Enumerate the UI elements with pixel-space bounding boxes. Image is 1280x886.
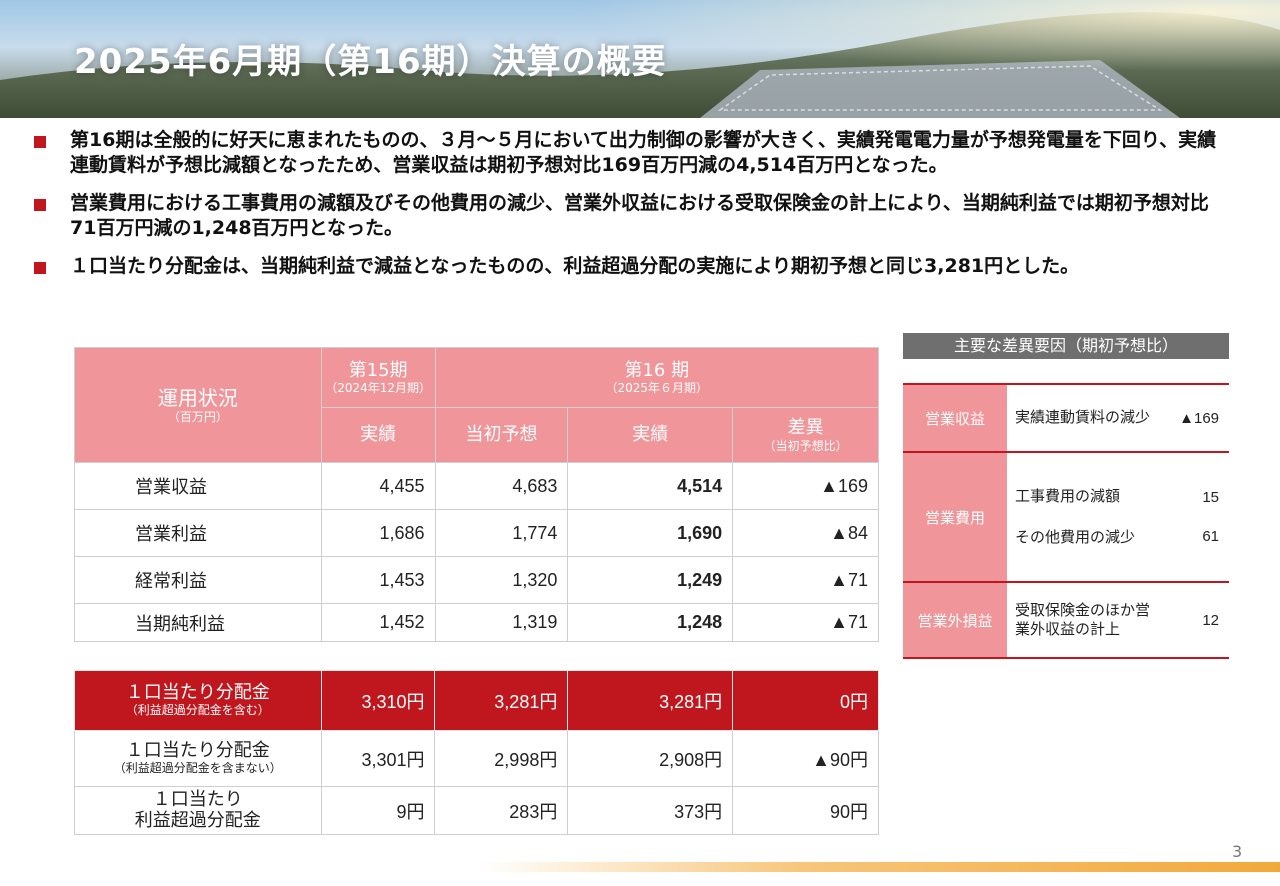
bullet-square-icon <box>34 136 46 148</box>
row-label: 営業利益 <box>74 509 322 557</box>
cell-forecast: 1,319 <box>434 603 569 642</box>
cell-diff: ▲90円 <box>732 730 879 787</box>
footer-accent-line <box>480 862 1280 872</box>
bullet-text: １口当たり分配金は、当期純利益で減益となったものの、利益超過分配の実施により期初… <box>70 255 1080 277</box>
variance-label: 営業外損益 <box>903 581 1007 659</box>
table-row: １口当たり 利益超過分配金 9円 283円 373円 90円 <box>74 786 879 835</box>
cell-actual: 2,908円 <box>567 730 734 787</box>
page-title: 2025年6月期（第16期）決算の概要 <box>74 42 667 82</box>
variance-label: 営業収益 <box>903 383 1007 453</box>
cell-diff: ▲71 <box>732 603 879 642</box>
header-banner: 2025年6月期（第16期）決算の概要 <box>0 0 1280 118</box>
variance-row: 営業費用 工事費用の減額 その他費用の減少 15 61 <box>903 451 1229 583</box>
table-row: １口当たり分配金 （利益超過分配金を含まない） 3,301円 2,998円 2,9… <box>74 730 879 787</box>
bullet-text: 営業費用における工事費用の減額及びその他費用の減少、営業外収益における受取保険金… <box>70 192 1209 239</box>
header-period-16: 第16 期（2025年６月期） <box>434 347 880 408</box>
cell-forecast: 4,683 <box>434 462 569 510</box>
variance-item: 受取保険金のほか営業外収益の計上 <box>1007 581 1156 659</box>
cell-p15: 1,453 <box>320 556 436 604</box>
header-forecast: 当初予想 <box>434 407 569 463</box>
bullet-square-icon <box>34 199 46 211</box>
cell-p15: 9円 <box>320 786 436 835</box>
cell-diff: 0円 <box>732 670 879 731</box>
cell-forecast: 2,998円 <box>434 730 569 787</box>
cell-actual: 3,281円 <box>567 670 734 731</box>
header-difference: 差異 （当初予想比） <box>732 407 879 463</box>
cell-actual: 373円 <box>567 786 734 835</box>
solar-farm-landscape-image <box>0 0 1280 118</box>
variance-value: 15 <box>1202 489 1219 506</box>
variance-label: 営業費用 <box>903 451 1007 583</box>
cell-diff: ▲84 <box>732 509 879 557</box>
variance-factors-header: 主要な差異要因（期初予想比） <box>903 333 1229 359</box>
cell-p15: 3,301円 <box>320 730 436 787</box>
variance-item: 実績連動賃料の減少 <box>1007 383 1156 453</box>
bullet-item: 第16期は全般的に好天に恵まれたものの、３月～５月において出力制御の影響が大きく… <box>34 128 1234 178</box>
cell-p15: 4,455 <box>320 462 436 510</box>
cell-p15: 1,686 <box>320 509 436 557</box>
cell-diff: ▲169 <box>732 462 879 510</box>
cell-actual: 1,248 <box>567 603 734 642</box>
bullet-text: 第16期は全般的に好天に恵まれたものの、３月～５月において出力制御の影響が大きく… <box>70 129 1217 176</box>
row-label: １口当たり 利益超過分配金 <box>74 786 322 835</box>
cell-diff: 90円 <box>732 786 879 835</box>
variance-values: 15 61 <box>1156 451 1229 583</box>
page-number: 3 <box>1232 842 1243 861</box>
variance-factors-table: 営業収益 実績連動賃料の減少 ▲169 営業費用 工事費用の減額 その他費用の減… <box>903 383 1229 659</box>
variance-items: 工事費用の減額 その他費用の減少 <box>1007 451 1156 583</box>
variance-value: 61 <box>1202 528 1219 545</box>
cell-actual: 4,514 <box>567 462 734 510</box>
variance-item: 工事費用の減額 <box>1015 486 1121 505</box>
distribution-table: １口当たり分配金 （利益超過分配金を含む） 3,310円 3,281円 3,281… <box>74 670 879 835</box>
bullet-square-icon <box>34 262 46 274</box>
row-label: １口当たり分配金 （利益超過分配金を含まない） <box>74 730 322 787</box>
cell-p15: 3,310円 <box>320 670 436 731</box>
cell-forecast: 1,774 <box>434 509 569 557</box>
variance-item: その他費用の減少 <box>1015 528 1136 546</box>
cell-actual: 1,690 <box>567 509 734 557</box>
header-operating-status: 運用状況 （百万円） <box>74 347 322 463</box>
header-actual-15: 実績 <box>320 407 436 463</box>
variance-row: 営業収益 実績連動賃料の減少 ▲169 <box>903 383 1229 453</box>
cell-diff: ▲71 <box>732 556 879 604</box>
variance-value: 12 <box>1156 581 1229 659</box>
header-actual-16: 実績 <box>567 407 734 463</box>
row-label: 当期純利益 <box>74 603 322 642</box>
row-label: 営業収益 <box>74 462 322 510</box>
header-period-15: 第15期 （2024年12月期） <box>320 347 436 408</box>
cell-p15: 1,452 <box>320 603 436 642</box>
row-label: １口当たり分配金 （利益超過分配金を含む） <box>74 670 322 731</box>
summary-bullets: 第16期は全般的に好天に恵まれたものの、３月～５月において出力制御の影響が大きく… <box>34 128 1234 292</box>
results-table: 運用状況 （百万円） 第15期 （2024年12月期） 第16 期（2025年６月… <box>74 347 880 642</box>
variance-row: 営業外損益 受取保険金のほか営業外収益の計上 12 <box>903 581 1229 659</box>
cell-forecast: 3,281円 <box>434 670 569 731</box>
table-row: 当期純利益 1,452 1,319 1,248 ▲71 <box>74 603 879 642</box>
cell-forecast: 283円 <box>434 786 569 835</box>
table-row: 営業利益 1,686 1,774 1,690 ▲84 <box>74 509 879 557</box>
variance-value: ▲169 <box>1156 383 1229 453</box>
bullet-item: １口当たり分配金は、当期純利益で減益となったものの、利益超過分配の実施により期初… <box>34 254 1234 279</box>
cell-forecast: 1,320 <box>434 556 569 604</box>
table-row: 営業収益 4,455 4,683 4,514 ▲169 <box>74 462 879 510</box>
table-row: 経常利益 1,453 1,320 1,249 ▲71 <box>74 556 879 604</box>
cell-actual: 1,249 <box>567 556 734 604</box>
row-label: 経常利益 <box>74 556 322 604</box>
bullet-item: 営業費用における工事費用の減額及びその他費用の減少、営業外収益における受取保険金… <box>34 191 1234 241</box>
table-row: １口当たり分配金 （利益超過分配金を含む） 3,310円 3,281円 3,281… <box>74 670 879 731</box>
